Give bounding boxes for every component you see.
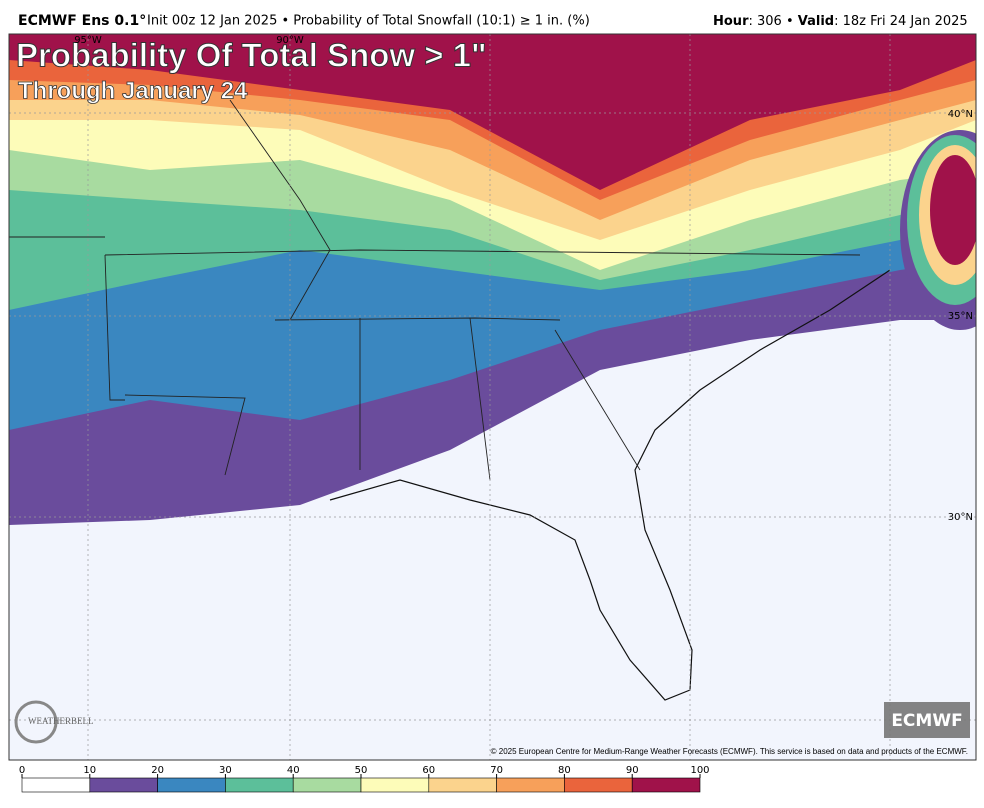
- hour: : 306 •: [748, 14, 797, 29]
- tick-label: 80: [558, 765, 571, 776]
- color-swatch: [21, 777, 91, 793]
- map-title: Probability Of Total Snow > 1": [16, 37, 487, 74]
- lat-label: 30°N: [948, 512, 973, 523]
- lat-label: 40°N: [948, 109, 973, 120]
- colorbar: 0 10 20 30 40 50 60 70 80 90 100: [19, 765, 710, 793]
- logo: WEATHERBELL: [14, 700, 94, 744]
- tick-label: 90: [626, 765, 639, 776]
- credit: © 2025 European Centre for Medium-Range …: [491, 747, 968, 756]
- map-subtitle: Through January 24: [18, 77, 248, 104]
- state-line: [124, 394, 246, 476]
- header-info: Init 00z 12 Jan 2025 • Probability of To…: [147, 14, 590, 29]
- model-name: ECMWF Ens 0.1°: [18, 13, 146, 29]
- map: [9, 34, 976, 760]
- hour-label: Hour: [713, 14, 749, 29]
- logo-text: WEATHERBELL: [28, 716, 94, 726]
- state-line: [104, 254, 125, 401]
- valid: : 18z Fri 24 Jan 2025: [834, 14, 968, 29]
- lon-label: 95°W: [74, 35, 102, 46]
- lon-label: 90°W: [276, 35, 304, 46]
- color-swatch: [496, 777, 565, 793]
- snow-band: [9, 34, 976, 190]
- color-swatch: [360, 777, 430, 793]
- tick-label: 60: [422, 765, 435, 776]
- color-swatch: [631, 777, 701, 793]
- lat-label: 35°N: [948, 311, 973, 322]
- color-swatch: [428, 777, 497, 793]
- tick-label: 30: [219, 765, 232, 776]
- tick-label: 0: [19, 765, 25, 776]
- state-line: [554, 329, 641, 471]
- tick-label: 40: [287, 765, 300, 776]
- tick-label: 10: [83, 765, 96, 776]
- state-line: [104, 249, 861, 256]
- color-swatch: [225, 777, 294, 793]
- state-line: [229, 99, 331, 321]
- color-swatch: [564, 777, 633, 793]
- valid-label: Valid: [798, 14, 834, 29]
- state-line: [469, 317, 491, 481]
- color-swatch: [157, 777, 226, 793]
- state-line: [274, 317, 561, 321]
- map-frame: [8, 33, 977, 761]
- tick-label: 100: [690, 765, 709, 776]
- tick-label: 70: [490, 765, 503, 776]
- tick-label: 20: [151, 765, 164, 776]
- color-swatch: [89, 777, 158, 793]
- badge-box: [884, 702, 970, 738]
- color-swatch: [292, 777, 362, 793]
- snow-band: [930, 155, 976, 265]
- badge: ECMWF: [891, 711, 962, 731]
- header-right: Hour: 306 • Valid: 18z Fri 24 Jan 2025: [713, 14, 968, 29]
- tick-label: 50: [355, 765, 368, 776]
- logo-swirl: [14, 700, 58, 744]
